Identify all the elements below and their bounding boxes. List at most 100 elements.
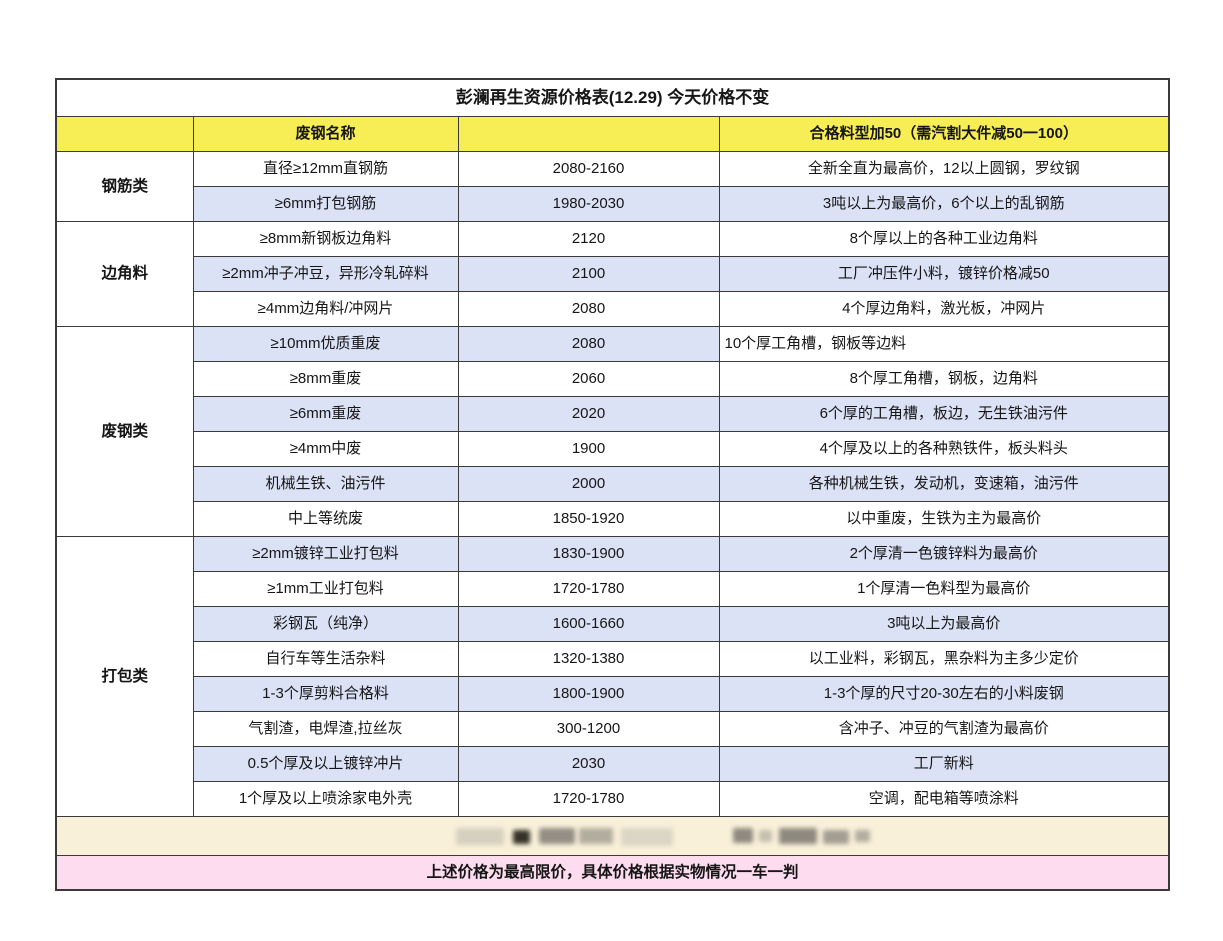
table-row: 机械生铁、油污件 2000 各种机械生铁，发动机，变速箱，油污件	[56, 466, 1170, 502]
price-cell: 1320-1380	[457, 641, 720, 677]
table-row: ≥2mm冲子冲豆，异形冷轧碎料 2100 工厂冲压件小料，镀锌价格减50	[56, 256, 1170, 292]
header-remark-cell: 合格料型加50（需汽割大件减50一100）	[718, 116, 1170, 152]
item-name-cell: ≥2mm镀锌工业打包料	[192, 536, 459, 572]
price-cell: 2020	[457, 396, 720, 432]
price-cell: 2080-2160	[457, 151, 720, 187]
remark-cell: 1-3个厚的尺寸20-30左右的小料废钢	[718, 676, 1170, 712]
header-price-cell	[457, 116, 720, 152]
item-name-cell: ≥6mm打包钢筋	[192, 186, 459, 222]
disclaimer-row: 上述价格为最高限价，具体价格根据实物情况一车一判	[55, 855, 1170, 891]
redacted-block	[513, 830, 530, 844]
price-cell: 1720-1780	[457, 571, 720, 607]
price-cell: 2120	[457, 221, 720, 257]
table-row: 打包类 ≥2mm镀锌工业打包料 1830-1900 2个厚清一色镀锌料为最高价	[55, 536, 1170, 817]
table-row: 废钢类 ≥10mm优质重废 2080 10个厚工角槽，钢板等边料	[55, 326, 1170, 537]
item-name-cell: ≥8mm重废	[192, 361, 459, 397]
table-row: 中上等统废 1850-1920 以中重废，生铁为主为最高价	[56, 501, 1170, 537]
price-cell: 1720-1780	[457, 781, 720, 817]
price-cell: 2080	[457, 291, 720, 327]
remark-cell: 1个厚清一色料型为最高价	[718, 571, 1170, 607]
table-row: 彩钢瓦（纯净） 1600-1660 3吨以上为最高价	[56, 606, 1170, 642]
price-cell: 2000	[457, 466, 720, 502]
item-name-cell: 0.5个厚及以上镀锌冲片	[192, 746, 459, 782]
remark-cell: 8个厚工角槽，钢板，边角料	[718, 361, 1170, 397]
price-cell: 1980-2030	[457, 186, 720, 222]
price-cell: 2030	[457, 746, 720, 782]
item-name-cell: 机械生铁、油污件	[192, 466, 459, 502]
redacted-block	[759, 830, 772, 842]
table-title-row: 彭澜再生资源价格表(12.29) 今天价格不变	[55, 78, 1170, 117]
redacted-block	[823, 830, 849, 844]
item-name-cell: 1-3个厚剪料合格料	[192, 676, 459, 712]
category-cell: 打包类	[55, 536, 194, 817]
remark-cell: 空调，配电箱等喷涂料	[718, 781, 1170, 817]
item-name-cell: ≥8mm新钢板边角料	[192, 221, 459, 257]
table-row: ≥1mm工业打包料 1720-1780 1个厚清一色料型为最高价	[56, 571, 1170, 607]
item-name-cell: 中上等统废	[192, 501, 459, 537]
watermark-row	[55, 816, 1170, 856]
price-cell: 300-1200	[457, 711, 720, 747]
category-cell: 边角料	[55, 221, 194, 327]
item-name-cell: ≥10mm优质重废	[192, 326, 459, 362]
item-name-cell: 1个厚及以上喷涂家电外壳	[192, 781, 459, 817]
item-name-cell: 自行车等生活杂料	[192, 641, 459, 677]
category-cell: 钢筋类	[55, 151, 194, 222]
table-row: 气割渣，电焊渣,拉丝灰 300-1200 含冲子、冲豆的气割渣为最高价	[56, 711, 1170, 747]
price-cell: 2060	[457, 361, 720, 397]
disclaimer-text: 上述价格为最高限价，具体价格根据实物情况一车一判	[55, 855, 1170, 891]
remark-cell: 2个厚清一色镀锌料为最高价	[718, 536, 1170, 572]
redacted-block	[621, 828, 673, 846]
table-row: 1个厚及以上喷涂家电外壳 1720-1780 空调，配电箱等喷涂料	[56, 781, 1170, 817]
redacted-block	[733, 828, 753, 843]
remark-cell: 10个厚工角槽，钢板等边料	[718, 326, 1170, 362]
remark-cell: 以工业料，彩钢瓦，黑杂料为主多少定价	[718, 641, 1170, 677]
table-header-row: 废钢名称 合格料型加50（需汽割大件减50一100）	[55, 116, 1170, 152]
remark-cell: 工厂冲压件小料，镀锌价格减50	[718, 256, 1170, 292]
redacted-block	[779, 828, 817, 844]
price-cell: 1830-1900	[457, 536, 720, 572]
redacted-block	[579, 828, 613, 844]
table-row: ≥6mm重废 2020 6个厚的工角槽，板边，无生铁油污件	[56, 396, 1170, 432]
remark-cell: 8个厚以上的各种工业边角料	[718, 221, 1170, 257]
price-cell: 1600-1660	[457, 606, 720, 642]
item-name-cell: 直径≥12mm直钢筋	[192, 151, 459, 187]
price-cell: 2080	[457, 326, 720, 362]
item-name-cell: ≥4mm边角料/冲网片	[192, 291, 459, 327]
header-name-cell: 废钢名称	[192, 116, 459, 152]
redacted-watermark	[61, 824, 1164, 848]
remark-cell: 4个厚边角料，激光板，冲网片	[718, 291, 1170, 327]
table-row: ≥4mm中废 1900 4个厚及以上的各种熟铁件，板头料头	[56, 431, 1170, 467]
redacted-block	[539, 828, 575, 844]
table-row: 0.5个厚及以上镀锌冲片 2030 工厂新料	[56, 746, 1170, 782]
remark-cell: 3吨以上为最高价，6个以上的乱钢筋	[718, 186, 1170, 222]
item-name-cell: ≥4mm中废	[192, 431, 459, 467]
table-row: 钢筋类 直径≥12mm直钢筋 2080-2160 全新全直为最高价，12以上圆钢…	[55, 151, 1170, 222]
category-cell: 废钢类	[55, 326, 194, 537]
remark-cell: 4个厚及以上的各种熟铁件，板头料头	[718, 431, 1170, 467]
table-row: 1-3个厚剪料合格料 1800-1900 1-3个厚的尺寸20-30左右的小料废…	[56, 676, 1170, 712]
price-cell: 1900	[457, 431, 720, 467]
price-cell: 1800-1900	[457, 676, 720, 712]
redacted-block	[855, 830, 870, 842]
item-name-cell: 气割渣，电焊渣,拉丝灰	[192, 711, 459, 747]
table-row: ≥6mm打包钢筋 1980-2030 3吨以上为最高价，6个以上的乱钢筋	[56, 186, 1170, 222]
remark-cell: 3吨以上为最高价	[718, 606, 1170, 642]
scrap-price-table: 彭澜再生资源价格表(12.29) 今天价格不变 废钢名称 合格料型加50（需汽割…	[55, 78, 1171, 891]
remark-cell: 6个厚的工角槽，板边，无生铁油污件	[718, 396, 1170, 432]
remark-cell: 工厂新料	[718, 746, 1170, 782]
table-row: ≥8mm重废 2060 8个厚工角槽，钢板，边角料	[56, 361, 1170, 397]
price-cell: 2100	[457, 256, 720, 292]
page-title: 彭澜再生资源价格表(12.29) 今天价格不变	[55, 78, 1170, 117]
item-name-cell: ≥2mm冲子冲豆，异形冷轧碎料	[192, 256, 459, 292]
header-category-cell	[55, 116, 194, 152]
item-name-cell: ≥1mm工业打包料	[192, 571, 459, 607]
table-row: 边角料 ≥8mm新钢板边角料 2120 8个厚以上的各种工业边角料	[55, 221, 1170, 327]
item-name-cell: 彩钢瓦（纯净）	[192, 606, 459, 642]
table-row: 自行车等生活杂料 1320-1380 以工业料，彩钢瓦，黑杂料为主多少定价	[56, 641, 1170, 677]
remark-cell: 各种机械生铁，发动机，变速箱，油污件	[718, 466, 1170, 502]
table-row: ≥4mm边角料/冲网片 2080 4个厚边角料，激光板，冲网片	[56, 291, 1170, 327]
price-cell: 1850-1920	[457, 501, 720, 537]
remark-cell: 全新全直为最高价，12以上圆钢，罗纹钢	[718, 151, 1170, 187]
remark-cell: 含冲子、冲豆的气割渣为最高价	[718, 711, 1170, 747]
remark-cell: 以中重废，生铁为主为最高价	[718, 501, 1170, 537]
